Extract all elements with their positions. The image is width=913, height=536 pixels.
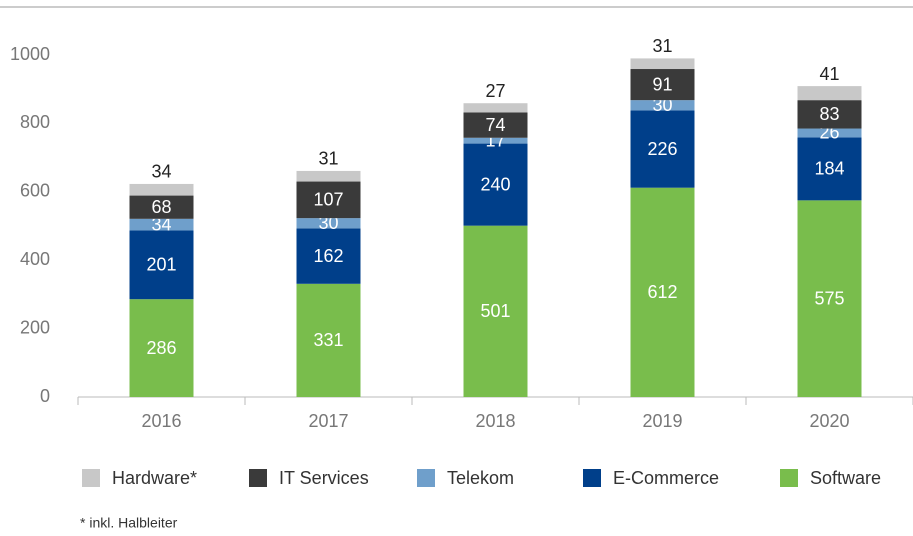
legend-swatch (82, 469, 100, 487)
bar-segment (463, 137, 528, 144)
bar-segment (630, 58, 695, 70)
bar-segment (129, 183, 194, 196)
data-label: 575 (814, 288, 844, 308)
y-tick-label: 200 (20, 317, 50, 337)
bar-segment (296, 181, 361, 219)
bar-segment (463, 103, 528, 113)
bar-segment (129, 230, 194, 300)
bar-segment (296, 228, 361, 284)
footnote: * inkl. Halbleiter (80, 515, 178, 531)
data-label: 331 (313, 330, 343, 350)
bar-segment (296, 170, 361, 182)
data-label: 201 (146, 255, 176, 275)
bar-segment (296, 283, 361, 397)
bar-segment (463, 225, 528, 397)
bar-segment (797, 86, 862, 101)
y-tick-label: 800 (20, 112, 50, 132)
bar-segment (630, 100, 695, 111)
data-label: 91 (652, 74, 672, 94)
y-tick-label: 600 (20, 181, 50, 201)
bar-segment (797, 128, 862, 138)
bar-segment (463, 112, 528, 138)
data-label: 34 (151, 214, 171, 234)
bar-segment (296, 218, 361, 229)
data-label: 31 (652, 36, 672, 56)
legend-swatch (583, 469, 601, 487)
legend-label: E-Commerce (613, 468, 719, 488)
data-label: 286 (146, 338, 176, 358)
bar-segment (797, 200, 862, 397)
bar-segment (630, 69, 695, 101)
x-tick-label: 2019 (642, 411, 682, 431)
legend-swatch (249, 469, 267, 487)
x-tick-label: 2018 (475, 411, 515, 431)
data-label: 162 (313, 246, 343, 266)
x-tick-label: 2016 (141, 411, 181, 431)
data-label: 107 (313, 190, 343, 210)
data-label: 612 (647, 282, 677, 302)
y-tick-label: 400 (20, 249, 50, 269)
data-label: 501 (480, 301, 510, 321)
data-label: 74 (485, 115, 505, 135)
legend-swatch (780, 469, 798, 487)
legend-label: IT Services (279, 468, 369, 488)
legend-swatch (417, 469, 435, 487)
bar-segment (630, 187, 695, 397)
data-label: 184 (814, 159, 844, 179)
bar-segment (797, 100, 862, 129)
data-label: 83 (819, 104, 839, 124)
bar-segment (129, 299, 194, 397)
x-tick-label: 2017 (308, 411, 348, 431)
data-label: 226 (647, 139, 677, 159)
data-label: 68 (151, 197, 171, 217)
bar-segment (463, 143, 528, 226)
data-label: 240 (480, 174, 510, 194)
data-label: 34 (151, 162, 171, 182)
bar-segment (630, 110, 695, 188)
legend-label: Hardware* (112, 468, 197, 488)
y-tick-label: 1000 (10, 44, 50, 64)
y-tick-label: 0 (40, 386, 50, 406)
data-label: 31 (318, 149, 338, 169)
legend-label: Software (810, 468, 881, 488)
bar-segment (129, 218, 194, 231)
data-label: 27 (485, 81, 505, 101)
x-tick-label: 2020 (809, 411, 849, 431)
bar-segment (129, 195, 194, 219)
bar-segment (797, 137, 862, 201)
data-label: 41 (819, 64, 839, 84)
legend-label: Telekom (447, 468, 514, 488)
